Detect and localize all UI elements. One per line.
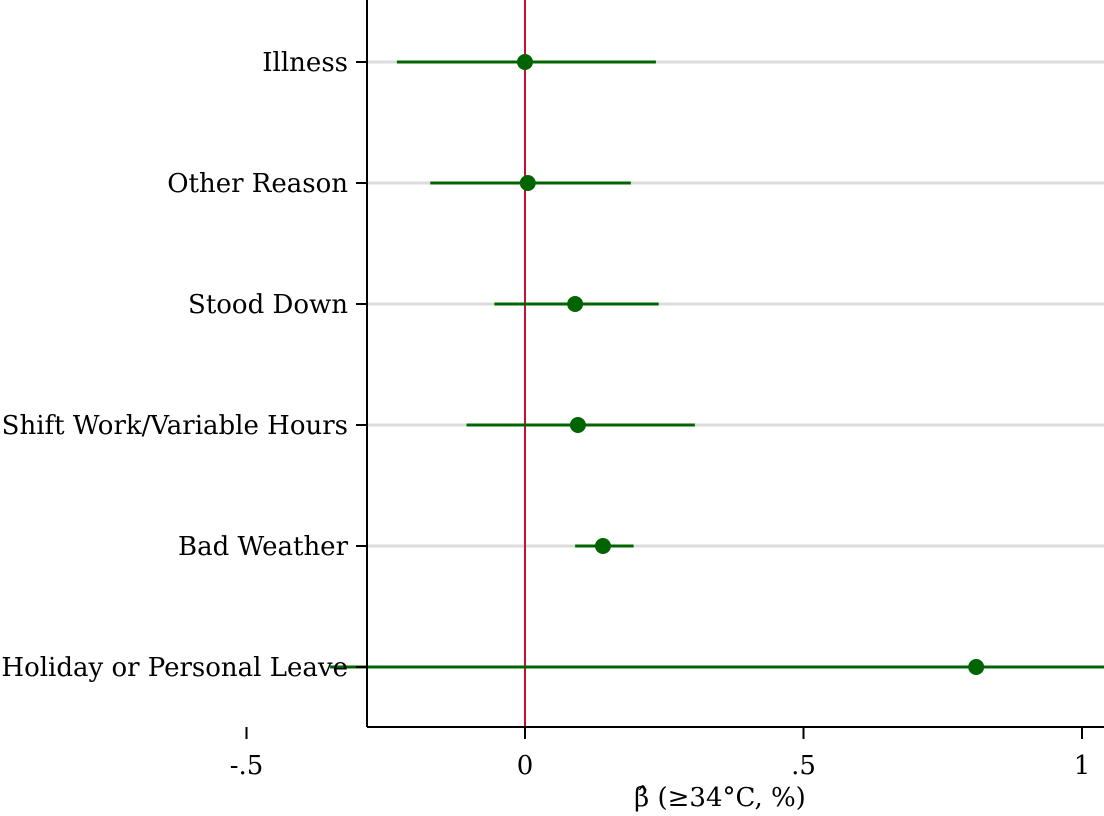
- x-tick-label: 0: [517, 751, 534, 781]
- x-axis-title: β̂ (≥34°C, %): [634, 783, 806, 813]
- x-tick-label: 1: [1074, 751, 1091, 781]
- category-label: Stood Down: [188, 290, 348, 320]
- x-tick-label: -.5: [230, 751, 264, 781]
- x-tick-label: .5: [791, 751, 816, 781]
- estimate-point: [968, 659, 985, 675]
- category-label: Holiday or Personal Leave: [1, 653, 348, 683]
- estimate-point: [519, 175, 536, 191]
- estimate-point: [569, 417, 586, 433]
- point-estimates: [517, 54, 985, 675]
- confidence-intervals: [330, 60, 1104, 669]
- axes: -.50.511.52: [230, 0, 1104, 781]
- category-label: Illness: [262, 48, 348, 78]
- category-labels: Illness Other Reason Stood Down Shift Work/…: [1, 48, 348, 683]
- category-label: Shift Work/Variable Hours: [2, 411, 348, 441]
- estimate-point: [567, 296, 584, 312]
- estimate-point: [594, 538, 611, 554]
- estimate-point: [517, 54, 533, 70]
- category-label: Other Reason: [167, 169, 348, 199]
- category-label: Bad Weather: [178, 532, 349, 562]
- grid-lines: [367, 60, 1104, 669]
